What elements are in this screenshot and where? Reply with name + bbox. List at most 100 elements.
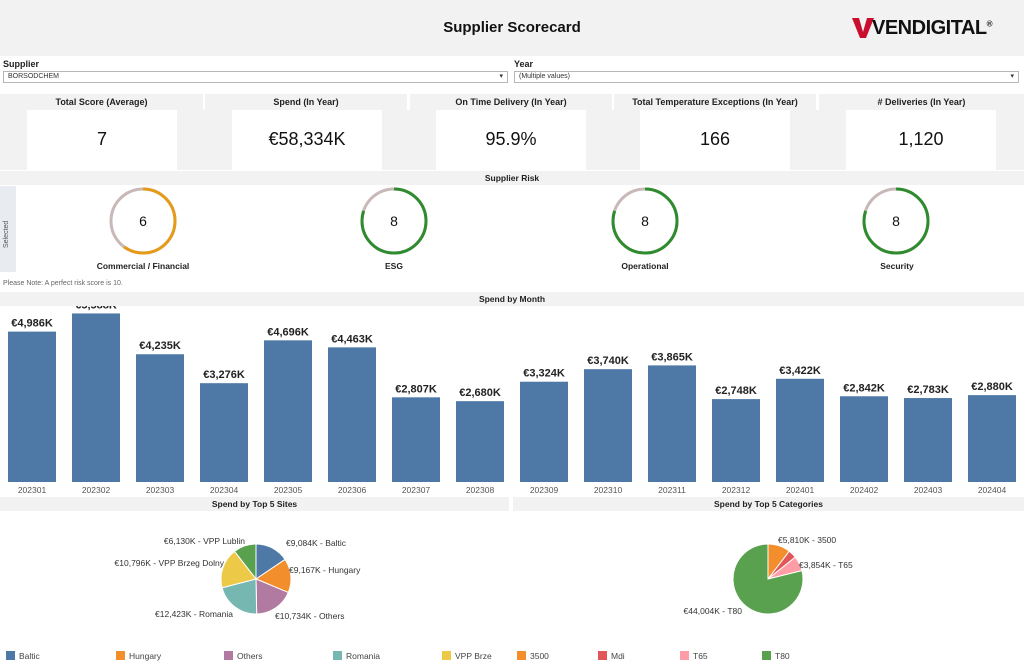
kpi-value-spend: €58,334K [268,129,346,149]
pie-label: €10,796K - VPP Brzeg Dolny [115,558,225,568]
spend-by-categories-header: Spend by Top 5 Categories [513,497,1024,511]
kpi-label-spend: Spend (In Year) [205,94,407,110]
pie-slice-t80[interactable] [732,543,804,615]
selected-strip: Selected [0,186,16,272]
pie-slice-vpp-brzeg-dolny[interactable] [220,550,257,589]
gauge-fill [611,187,679,255]
year-dropdown[interactable]: (Multiple values) ▾ [514,71,1019,83]
legend-swatch [116,651,125,660]
bar-category-label: 202310 [594,485,623,495]
legend-item[interactable]: Mdi [598,651,625,661]
bar-category-label: 202401 [786,485,815,495]
risk-label-commercial: Commercial / Financial [96,261,190,271]
bar-202403[interactable] [904,398,952,482]
legend-item[interactable]: Romania [333,651,380,661]
bar-value-label: €4,235K [139,340,181,352]
legend-item[interactable]: VPP Brze [442,651,492,661]
spend-by-month-header: Spend by Month [0,292,1024,306]
supplier-filter-label: Supplier [3,59,40,69]
legend-item[interactable]: 3500 [517,651,549,661]
legend-item[interactable]: Hungary [116,651,161,661]
bar-202312[interactable] [712,399,760,482]
bar-value-label: €3,740K [587,355,629,367]
bar-value-label: €3,865K [651,351,693,363]
pie-label: €3,854K - T65 [799,560,853,570]
bar-202401[interactable] [776,378,824,482]
pie-label: €5,810K - 3500 [778,535,836,545]
bar-202308[interactable] [456,401,504,482]
header-bar: Supplier Scorecard VENDIGITAL® [0,0,1024,56]
bar-202301[interactable] [8,331,56,482]
bar-202303[interactable] [136,354,184,482]
legend-item[interactable]: T65 [680,651,708,661]
chevron-down-icon: ▾ [499,73,503,80]
spend-by-sites-pie: €9,084K - Baltic €9,167K - Hungary €10,734… [115,536,362,621]
risk-score: 6 [139,213,147,229]
bar-value-label: €2,680K [459,387,501,399]
kpi-card-total-score: 7 [27,110,177,170]
legend-swatch [517,651,526,660]
legend-label: Mdi [611,651,625,661]
pie-slice-others[interactable] [255,578,289,615]
kpi-label-deliveries: # Deliveries (In Year) [819,94,1024,110]
risk-gauges: 6 8 8 8 [109,187,930,255]
spend-by-sites-header: Spend by Top 5 Sites [0,497,509,511]
pie-label: €44,004K - T80 [684,606,743,616]
legend-item[interactable]: Others [224,651,263,661]
bar-202307[interactable] [392,397,440,482]
pie-label: €6,130K - VPP Lublin [164,536,245,546]
legend-swatch [333,651,342,660]
kpi-label-temperature-exceptions: Total Temperature Exceptions (In Year) [614,94,816,110]
bar-category-label: 202301 [18,485,47,495]
legend-item[interactable]: T80 [762,651,790,661]
bar-category-label: 202308 [466,485,495,495]
pie-label: €9,084K - Baltic [286,538,347,548]
kpi-value-temperature-exceptions: 166 [699,129,731,149]
bar-202306[interactable] [328,347,376,482]
kpi-card-deliveries: 1,120 [846,110,996,170]
kpi-value-on-time-delivery: 95.9% [485,129,537,149]
bar-202309[interactable] [520,381,568,482]
gauge-fill [862,187,930,255]
spend-by-month-chart: €4,986K 202301 €5,588K 202302 €4,235K 202303 €… [8,306,1016,495]
kpi-card-spend: €58,334K [232,110,382,170]
legend-label: T80 [775,651,790,661]
bar-category-label: 202307 [402,485,431,495]
bar-category-label: 202309 [530,485,559,495]
legend-swatch [680,651,689,660]
bar-value-label: €2,783K [907,384,949,396]
kpi-row: 7 €58,334K 95.9% 166 1,120 [0,110,1024,170]
chevron-down-icon: ▾ [1010,73,1014,80]
legend-label: Romania [346,651,381,661]
bar-202404[interactable] [968,395,1016,482]
bar-category-label: 202403 [914,485,943,495]
risk-label-security: Security [880,261,914,271]
risk-label-esg: ESG [385,261,403,271]
bar-category-label: 202306 [338,485,367,495]
risk-label-operational: Operational [621,261,669,271]
kpi-label-total-score: Total Score (Average) [0,94,203,110]
bar-202302[interactable] [72,313,120,482]
pie-label: €12,423K - Romania [155,609,233,619]
supplier-dropdown[interactable]: BORSODCHEM ▾ [3,71,508,83]
kpi-card-on-time-delivery: 95.9% [436,110,586,170]
kpi-label-on-time-delivery: On Time Delivery (In Year) [410,94,612,110]
bar-value-label: €2,880K [971,381,1013,393]
bar-202305[interactable] [264,340,312,482]
legend-item[interactable]: Baltic [6,651,40,661]
risk-gauge: 8 [611,187,679,255]
pie-slice-romania[interactable] [221,578,258,615]
bar-202310[interactable] [584,369,632,482]
bar-value-label: €4,986K [11,318,53,330]
bar-category-label: 202312 [722,485,751,495]
legend-swatch [224,651,233,660]
bar-category-label: 202311 [658,485,686,495]
bar-202311[interactable] [648,365,696,482]
bar-202402[interactable] [840,396,888,482]
gauge-fill [109,187,177,255]
legend-label: Others [237,651,263,661]
legend-label: T65 [693,651,708,661]
legend-label: Hungary [129,651,162,661]
bar-202304[interactable] [200,383,248,482]
pie-slice-vpp-lublin[interactable] [233,543,257,581]
